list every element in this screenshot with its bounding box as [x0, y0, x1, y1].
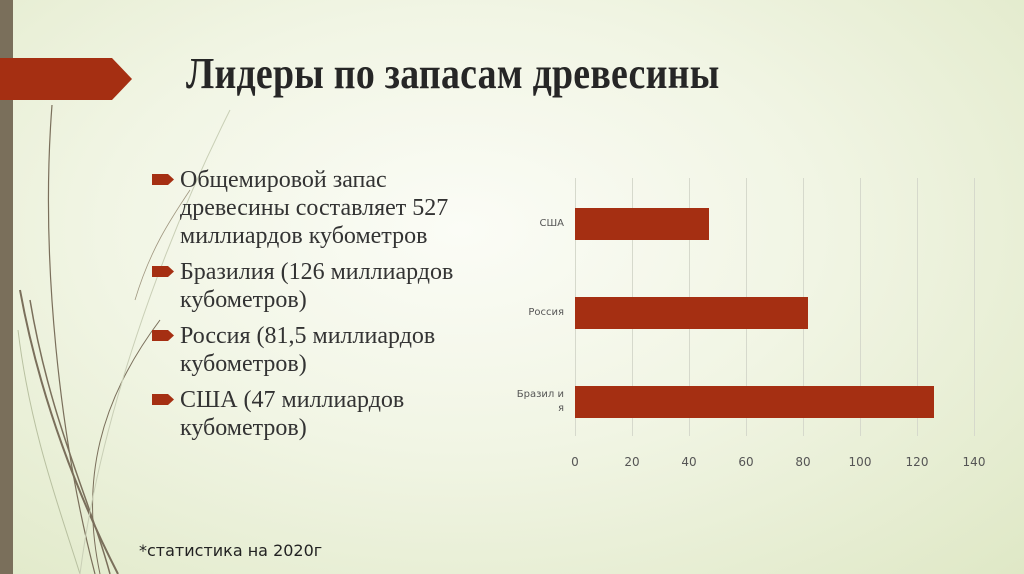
category-label-brazil: Бразил ия	[516, 389, 564, 414]
bullet-arrow-icon	[152, 330, 174, 341]
x-tick: 20	[624, 455, 640, 469]
bullet-text: Бразилия (126 миллиардов кубометров)	[180, 259, 454, 313]
x-tick: 120	[905, 455, 929, 469]
bullet-list: Общемировой запас древесины составляет 5…	[152, 166, 492, 450]
bar-usa	[575, 208, 709, 240]
x-tick: 40	[681, 455, 697, 469]
bar-russia	[575, 297, 808, 329]
bullet-text: Общемировой запас древесины составляет 5…	[180, 167, 449, 249]
bar-brazil	[575, 386, 934, 418]
category-label-usa: США	[539, 218, 564, 229]
x-tick: 140	[962, 455, 986, 469]
title-arrow-icon	[0, 58, 132, 100]
footnote: *статистика на 2020г	[139, 541, 323, 560]
bar-chart: США Россия Бразил ия 0 20 40 60 80 100 1…	[500, 170, 1000, 480]
bullet-item: США (47 миллиардов кубометров)	[152, 386, 492, 442]
x-tick: 60	[738, 455, 754, 469]
bullet-arrow-icon	[152, 266, 174, 277]
bullet-item: Общемировой запас древесины составляет 5…	[152, 166, 492, 250]
bullet-arrow-icon	[152, 394, 174, 405]
bullet-item: Бразилия (126 миллиардов кубометров)	[152, 258, 492, 314]
x-tick: 0	[571, 455, 579, 469]
gridline	[917, 178, 918, 436]
x-tick: 80	[795, 455, 811, 469]
left-sidebar-bar	[0, 0, 13, 574]
bullet-text: Россия (81,5 миллиардов кубометров)	[180, 323, 436, 377]
category-label-russia: Россия	[528, 307, 564, 318]
x-tick: 100	[848, 455, 872, 469]
gridline	[860, 178, 861, 436]
bullet-arrow-icon	[152, 174, 174, 185]
bullet-item: Россия (81,5 миллиардов кубометров)	[152, 322, 492, 378]
page-title: Лидеры по запасам древесины	[186, 49, 720, 98]
gridline	[974, 178, 975, 436]
bullet-text: США (47 миллиардов кубометров)	[180, 387, 405, 441]
decorative-curves	[17, 104, 231, 574]
